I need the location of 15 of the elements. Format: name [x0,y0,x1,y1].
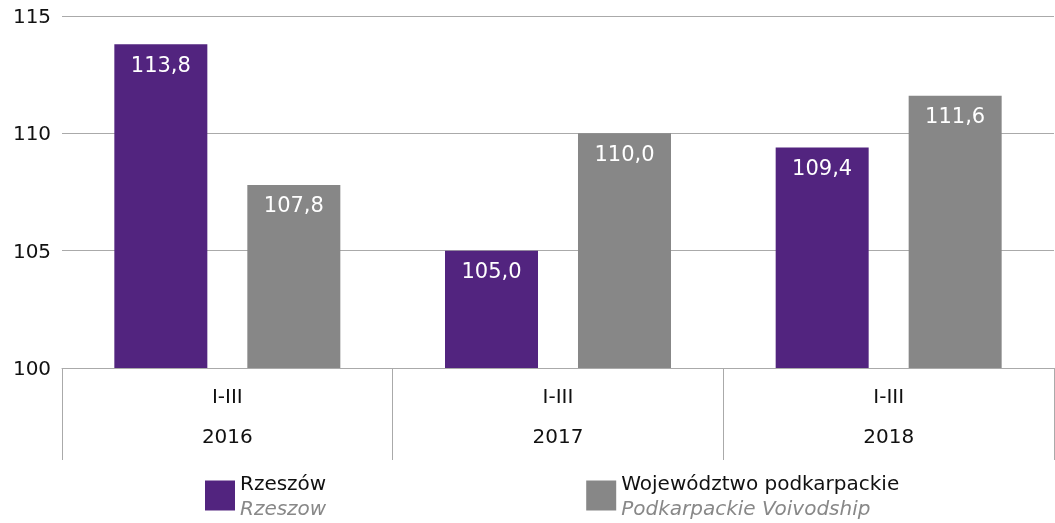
legend-label: Rzeszów Rzeszow [240,471,327,520]
x-tick-label: I-III 2018 [863,384,915,448]
data-label: 109,4 [792,155,853,180]
data-label: 107,8 [263,193,324,218]
y-tick-label: 110 [12,121,52,146]
y-tick-label: 115 [12,4,52,28]
x-tick-label: I-III 2016 [201,384,253,448]
data-label: 113,8 [130,52,191,77]
x-tick-label: I-III 2017 [532,384,584,448]
y-tick-label: 105 [12,238,52,263]
data-label: 111,6 [925,104,986,129]
data-label: 110,0 [594,141,655,166]
legend-label: Województwo podkarpackie Podkarpackie Voivodship [621,471,900,520]
data-label: 105,0 [461,259,522,284]
y-tick-label: 100 [12,356,52,380]
